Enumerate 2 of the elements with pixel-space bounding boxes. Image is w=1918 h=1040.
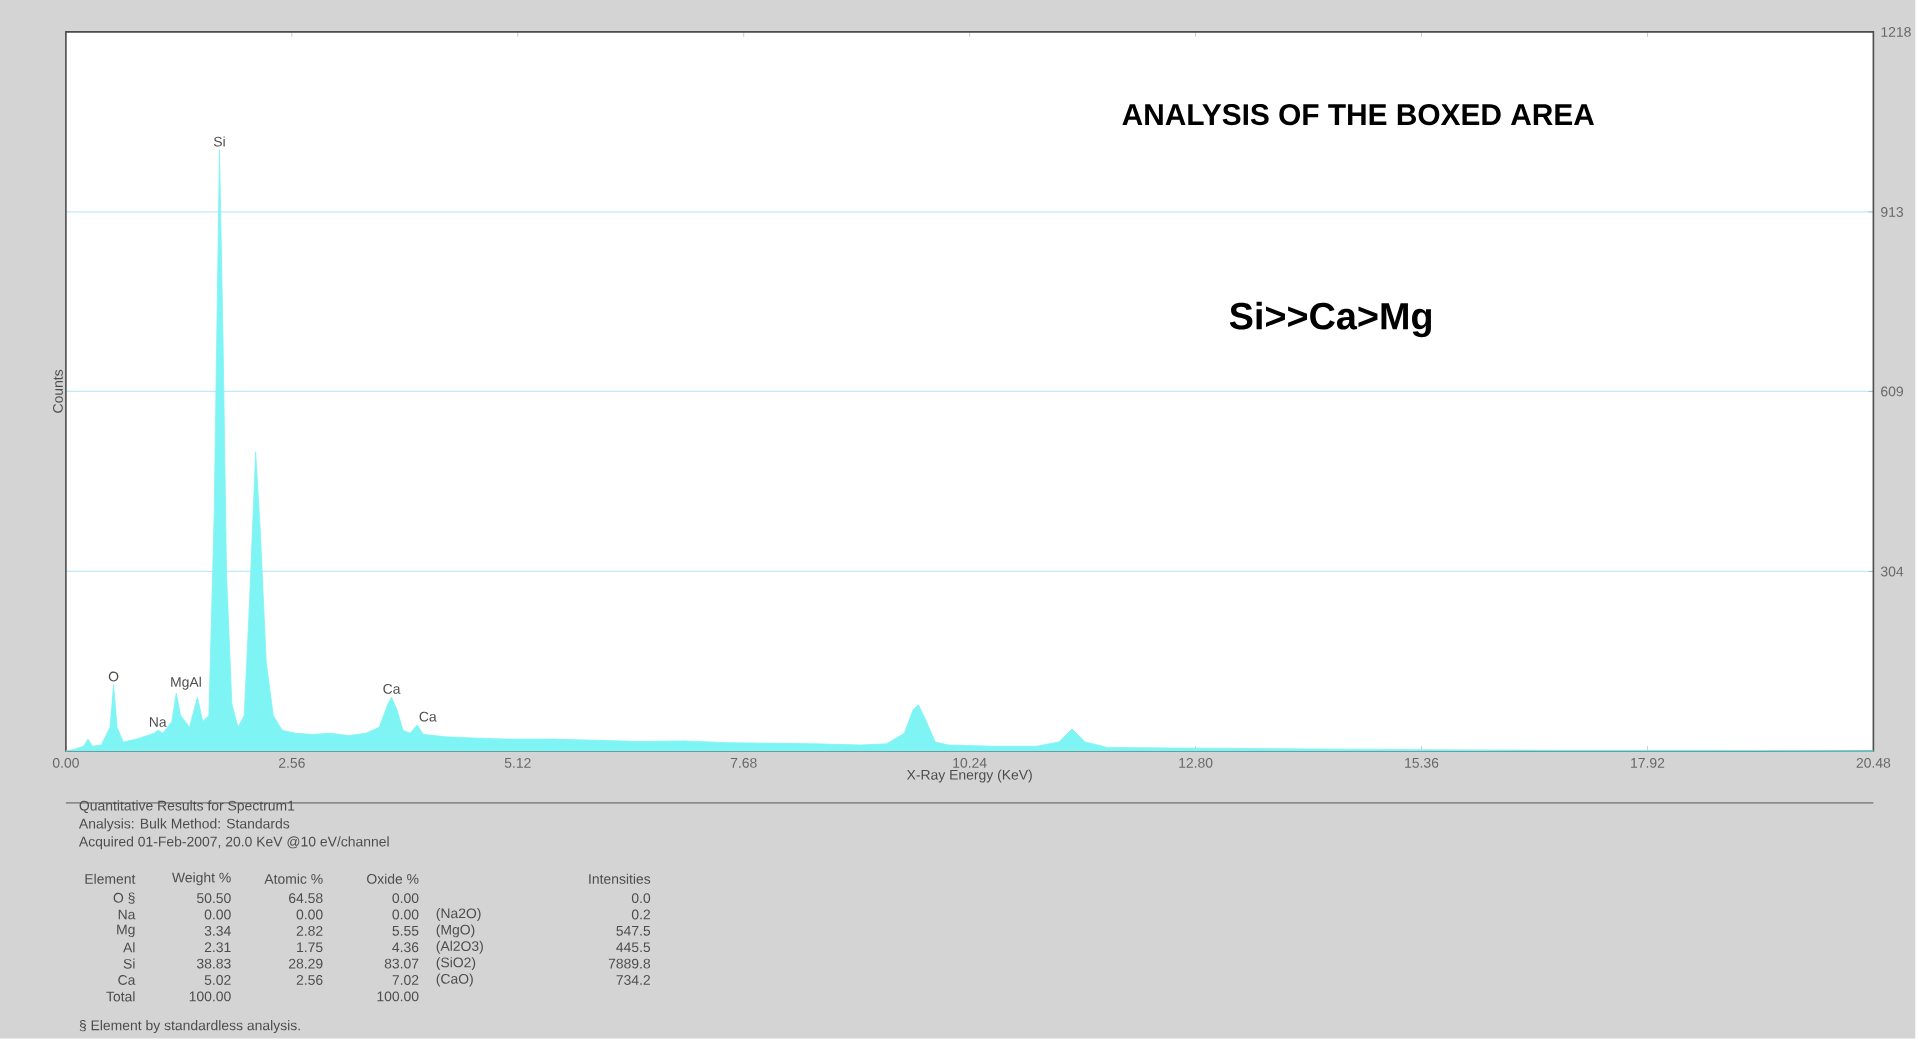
text: ANALYSIS OF THE BOXED AREA: [1122, 104, 1595, 126]
annotation: Si>>Ca>Mg: [1229, 301, 1432, 338]
